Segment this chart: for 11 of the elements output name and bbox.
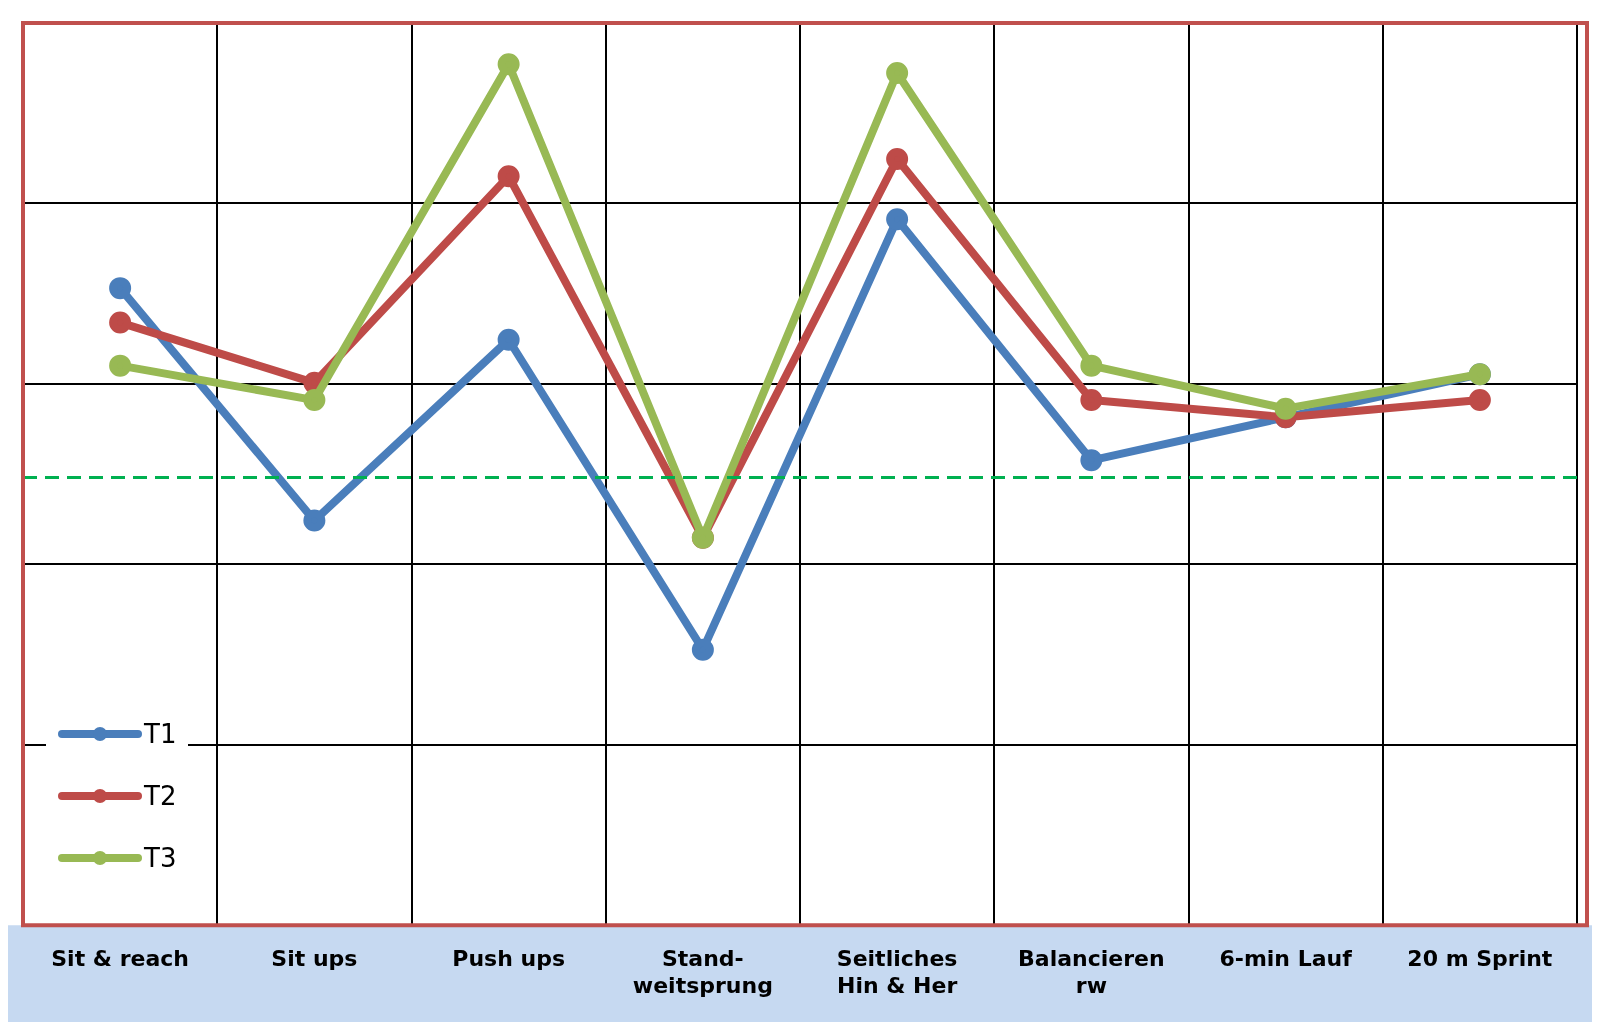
x-tick-label: Stand-weitsprung: [632, 946, 773, 998]
x-tick-label: 6-min Lauf: [1219, 946, 1353, 972]
legend-label: T3: [144, 843, 177, 873]
x-tick-label: Sit & reach: [51, 946, 189, 972]
legend-label: T2: [144, 781, 177, 811]
legend-label: T1: [144, 719, 177, 749]
x-tick-label: Sit ups: [271, 946, 358, 972]
x-tick-label: Push ups: [452, 946, 565, 972]
x-tick-label: Seitliches Hin & Her: [836, 946, 958, 998]
x-tick-label: 20 m Sprint: [1407, 946, 1553, 972]
x-tick-label: Balancieren rw: [1018, 946, 1165, 998]
